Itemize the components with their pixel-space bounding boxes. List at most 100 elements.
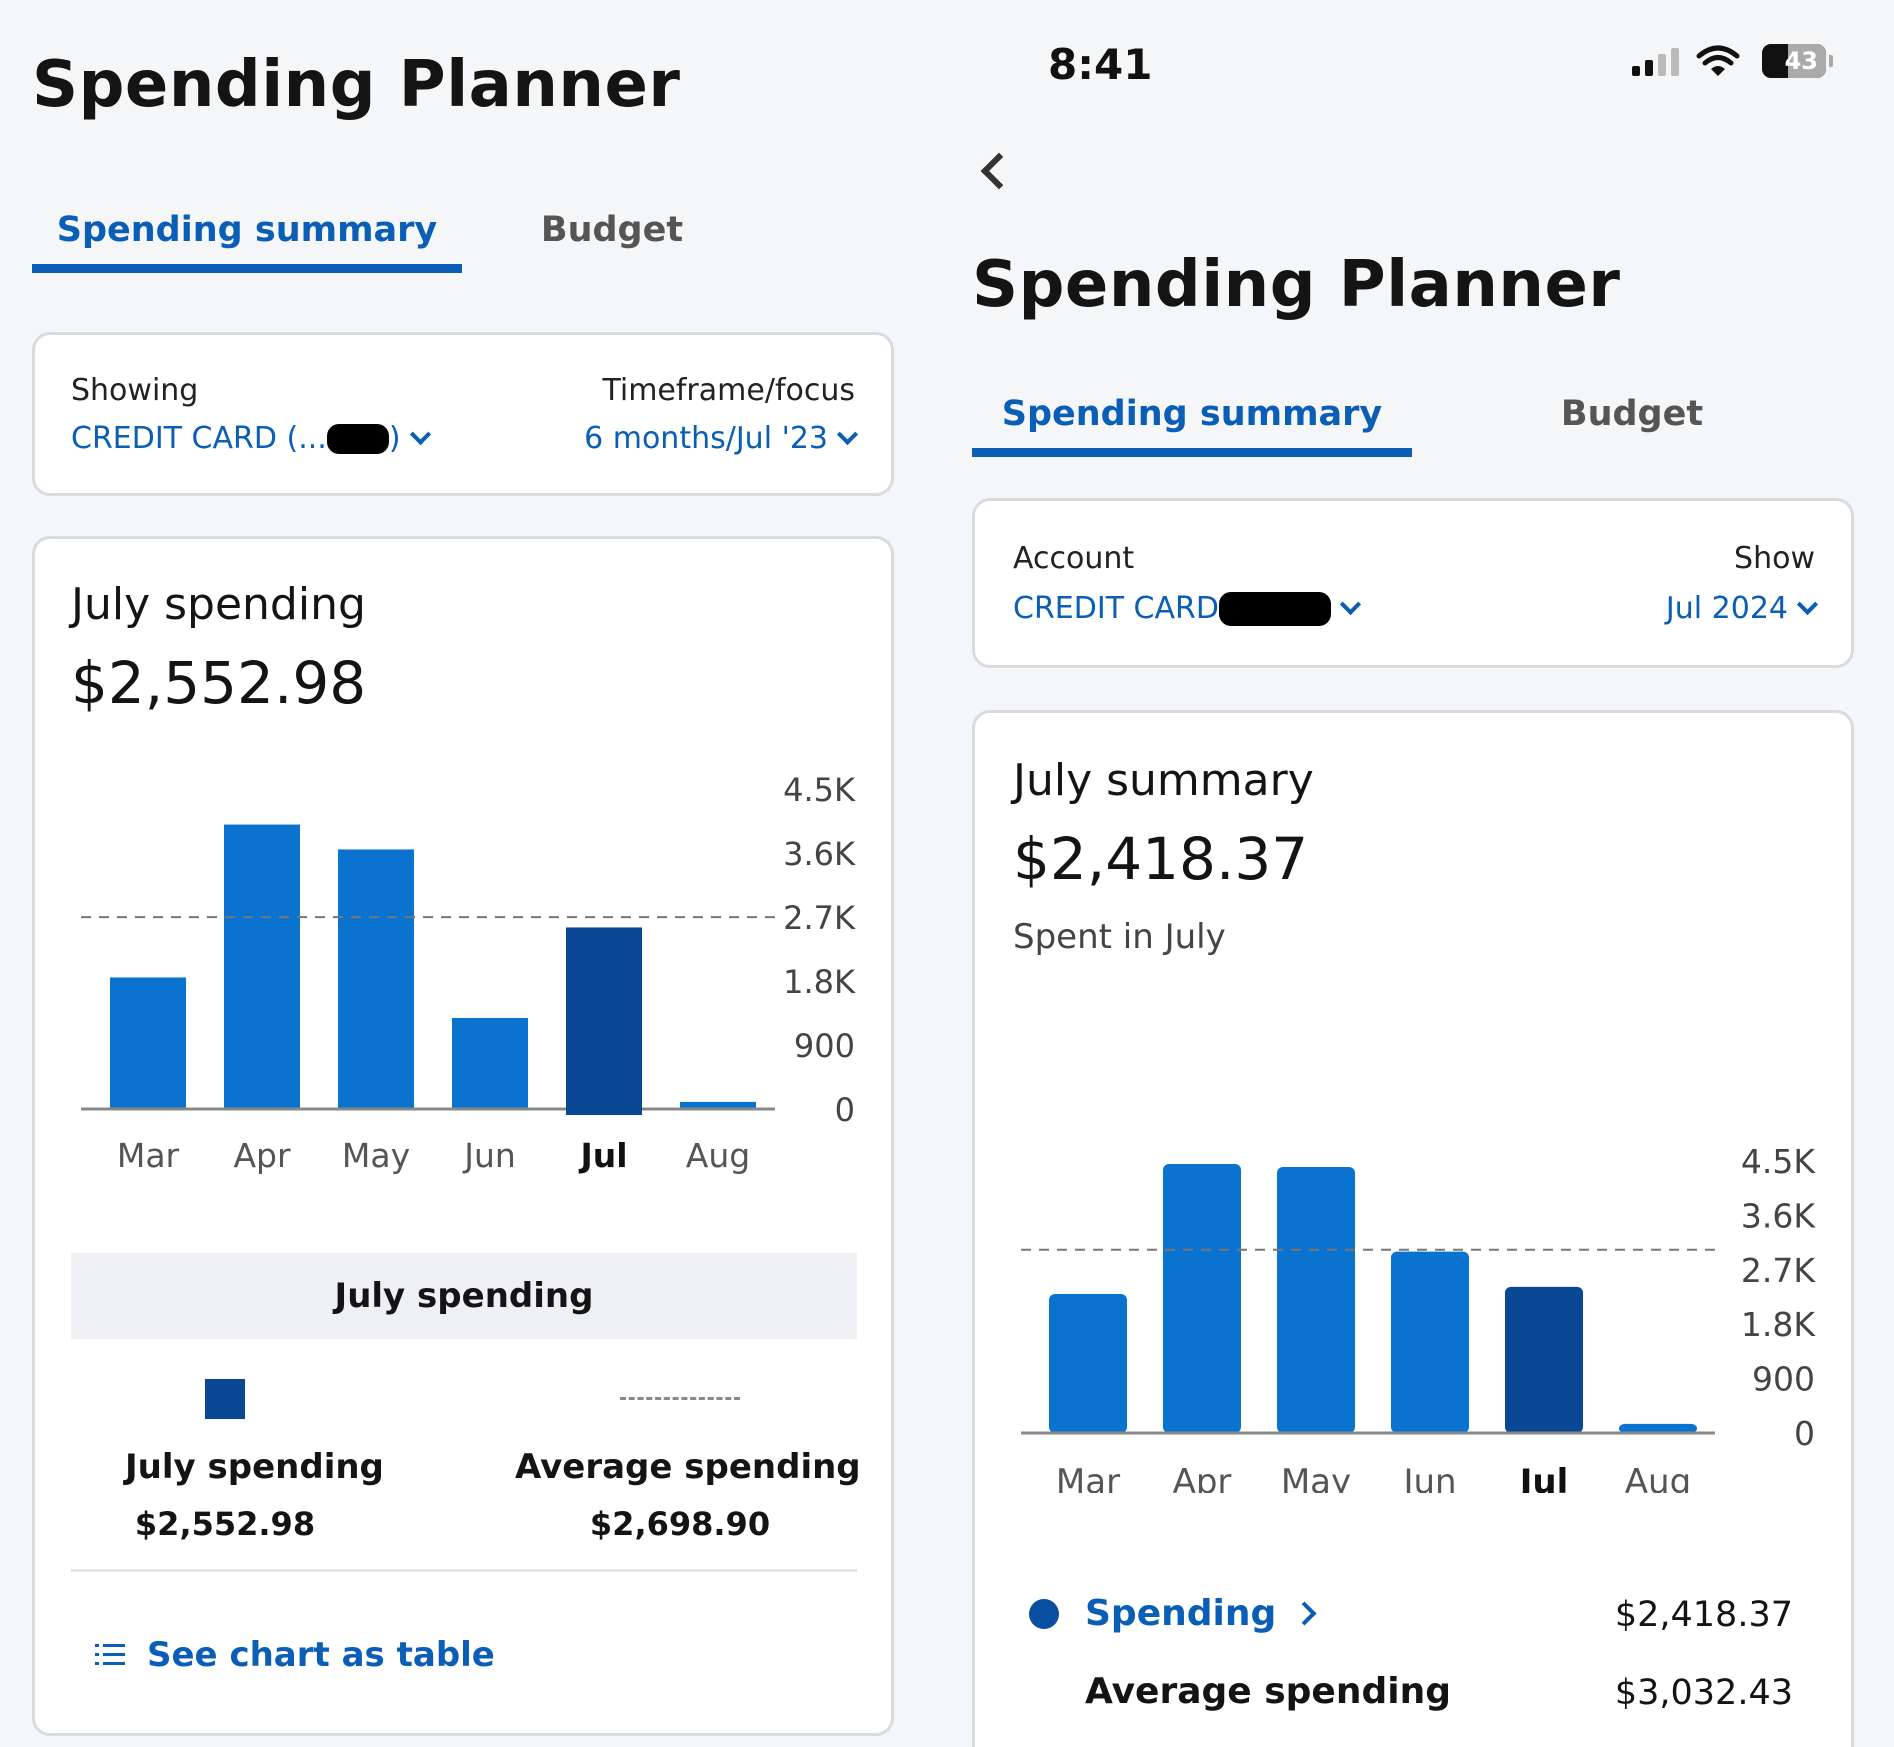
selected-bar-marker [566,1107,642,1115]
spending-card: July spending $2,552.98 4.5K 3.6K 2.7K 1.8K… [32,536,894,1736]
bar-aug[interactable] [680,1101,756,1109]
legend-swatch [205,1379,245,1419]
spending-row[interactable]: Spending [1029,1593,1317,1634]
filter-card: Account CREDIT CARD Show Jul 2024 [972,498,1854,668]
legend-july-value: $2,552.98 [134,1505,316,1543]
x-tick-label: Aug [686,1136,750,1175]
battery-icon: 43 [1762,44,1826,78]
x-tick-label: Apr [233,1136,291,1175]
month-dropdown[interactable]: Jul 2024 [1666,591,1819,626]
y-tick-label: 3.6K [783,835,856,873]
y-tick-label: 2.7K [1741,1251,1816,1290]
redacted-account-number [1218,591,1331,626]
x-tick-label: Jun [1401,1462,1456,1493]
showing-label: Showing [71,373,199,408]
table-link-label: See chart as table [147,1635,495,1675]
y-tick-label: 2.7K [783,899,856,937]
legend-july-label: July spending [125,1447,384,1487]
legend-average-label: Average spending [515,1447,861,1487]
bar-may[interactable] [338,849,414,1109]
chevron-down-icon [409,423,431,446]
spending-label: Spending [1085,1593,1277,1634]
bar-may[interactable] [1277,1167,1355,1433]
x-tick-label: Jun [462,1136,516,1175]
page-title: Spending Planner [32,48,681,122]
tab-budget[interactable]: Budget [540,210,684,250]
y-tick-label: 1.8K [783,963,856,1001]
redacted-account-number [326,423,389,454]
x-tick-label: Aug [1625,1462,1691,1493]
active-tab-indicator [972,448,1412,457]
list-icon [95,1644,125,1666]
x-tick-label: Jul [578,1136,627,1175]
account-label: Account [1013,541,1135,576]
account-value: CREDIT CARD [1013,591,1219,626]
y-tick-label: 4.5K [1741,1142,1816,1181]
y-tick-label: 1.8K [1741,1305,1816,1344]
active-tab-indicator [32,264,462,273]
signal-icon [1632,48,1679,76]
spending-bar-chart: 4.5K3.6K2.7K1.8K9000Mar2024AprMayJunJulA… [1021,1142,1816,1493]
summary-subtitle: Spent in July [1013,917,1226,957]
y-tick-label: 3.6K [1741,1196,1816,1235]
status-time: 8:41 [1048,40,1153,89]
tab-bar: Spending summary Budget [32,210,732,310]
average-label: Average spending [1085,1671,1451,1712]
bar-apr[interactable] [1163,1164,1241,1433]
summary-heading: July spending [71,579,366,630]
x-tick-label: Apr [1173,1462,1232,1493]
legend-dashed-line [620,1397,740,1400]
spending-link[interactable]: Spending [1085,1593,1317,1634]
divider [71,1569,857,1572]
left-screen: Spending Planner Spending summary Budget… [0,0,940,1747]
tab-spending-summary[interactable]: Spending summary [56,210,438,250]
tab-budget[interactable]: Budget [1560,394,1704,434]
legend-july: July spending $2,552.98 [125,1379,384,1543]
chevron-down-icon [836,423,859,446]
y-tick-label: 0 [835,1091,855,1129]
timeframe-label: Timeframe/focus [602,373,855,408]
account-value: CREDIT CARD (... [71,421,327,456]
bar-jun[interactable] [452,1017,528,1109]
bar-jun[interactable] [1391,1251,1469,1433]
timeframe-value: 6 months/Jul '23 [584,421,828,456]
x-tick-label: Jul [1518,1462,1569,1493]
bar-jul[interactable] [566,927,642,1109]
bar-mar-2024[interactable] [1049,1293,1127,1433]
bar-mar-23[interactable] [110,977,186,1109]
y-tick-label: 4.5K [783,771,856,809]
x-tick-label: May [1281,1462,1351,1493]
back-chevron-icon[interactable] [980,152,1018,190]
tab-spending-summary[interactable]: Spending summary [1001,394,1383,434]
spending-dot [1029,1598,1059,1629]
summary-card: July summary $2,418.37 Spent in July 4.5… [972,710,1854,1747]
y-tick-label: 900 [794,1027,855,1065]
bar-apr[interactable] [224,824,300,1109]
x-tick-label: Mar [1056,1462,1120,1493]
x-tick-label: May [342,1136,410,1175]
bar-aug[interactable] [1619,1423,1697,1433]
legend-average: Average spending $2,698.90 [515,1379,861,1543]
summary-heading: July summary [1013,755,1314,806]
account-dropdown[interactable]: CREDIT CARD (...) [71,421,431,456]
battery-level: 43 [1784,47,1818,75]
chevron-down-icon [1796,593,1819,616]
average-amount: $3,032.43 [1614,1673,1793,1713]
summary-amount: $2,418.37 [1013,825,1309,893]
tab-bar: Spending summary Budget [972,394,1852,494]
battery-cap [1829,55,1833,67]
see-chart-as-table-link[interactable]: See chart as table [95,1635,495,1675]
x-tick-label: Mar [117,1136,180,1175]
right-screen: 8:41 43 Spending Planner Spending summar… [940,0,1894,1747]
account-suffix: ) [388,421,401,456]
account-dropdown[interactable]: CREDIT CARD [1013,591,1362,626]
timeframe-dropdown[interactable]: 6 months/Jul '23 [584,421,859,456]
y-tick-label: 0 [1794,1414,1815,1453]
chevron-down-icon [1339,593,1362,616]
show-label: Show [1734,541,1815,576]
legend-title: July spending [71,1253,857,1339]
page-title: Spending Planner [972,248,1621,322]
spending-bar-chart: 4.5K3.6K2.7K1.8K9000Mar'23AprMayJunJulAu… [81,771,856,1175]
spending-amount: $2,418.37 [1614,1595,1793,1635]
bar-jul[interactable] [1505,1286,1583,1433]
